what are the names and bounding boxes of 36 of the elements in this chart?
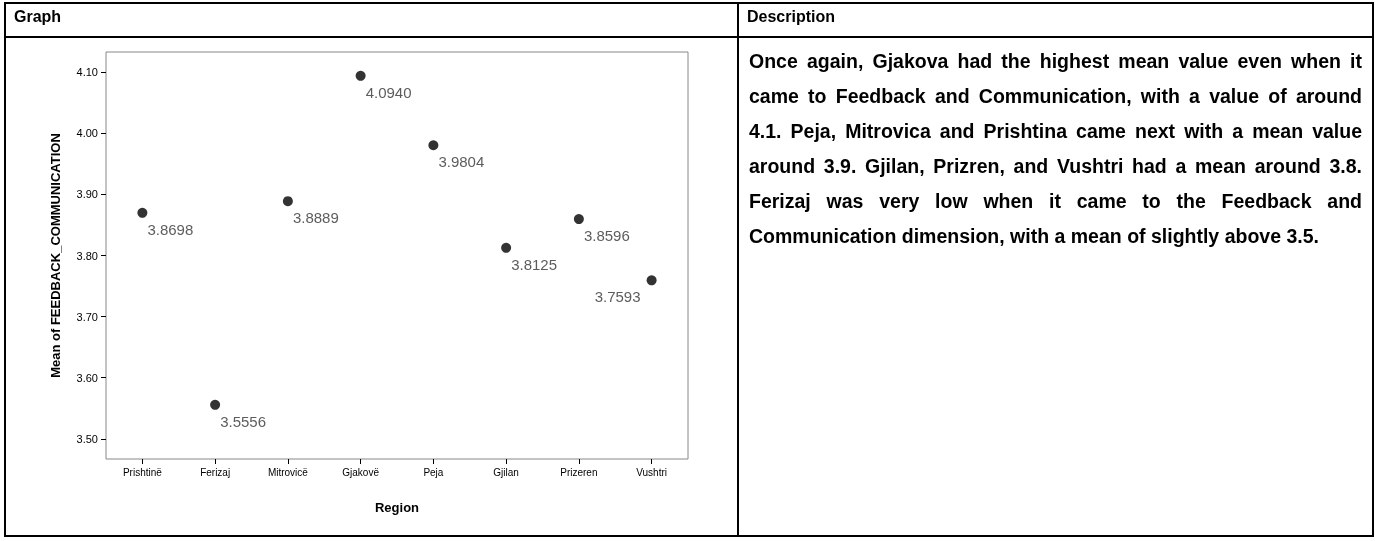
data-label: 3.8698 <box>147 220 194 238</box>
data-label: 3.9804 <box>438 153 485 171</box>
text: Once again, Gjakova had the highest mean value even when it came to Feedback and Communication, with a value of around 4.1. Peja, Mitrovica and Prishtina came next with a mean value around 3.9. Gjilan, Prizren, and Vushtri had a mean around 3.8. Ferizaj was very low when it came to the Feedback and Communication dimension, with a mean of slightly above 3.5. <box>738 37 1373 536</box>
x-tick-label: Gjilan <box>493 466 519 478</box>
point <box>646 275 657 286</box>
y-tick-label: 4.10 <box>76 66 98 79</box>
x-axis-title: Region <box>374 500 420 515</box>
point <box>355 70 366 81</box>
y-tick-label: 3.60 <box>76 371 98 384</box>
y-tick-label: 3.80 <box>76 249 98 262</box>
y-tick-label: 3.90 <box>76 188 98 201</box>
data-label: 3.8125 <box>511 255 558 273</box>
x-tick-label: Ferizaj <box>200 466 231 478</box>
point <box>428 140 439 151</box>
x-tick-label: Prizeren <box>560 466 598 478</box>
x-tick-label: Peja <box>423 466 444 478</box>
point <box>282 196 293 207</box>
x-tick-label: Gjakovë <box>342 466 380 478</box>
data-label: 3.5556 <box>220 412 267 430</box>
data-label: 4.0940 <box>365 83 412 101</box>
data-label: 3.8596 <box>583 227 630 245</box>
y-tick-label: 4.00 <box>76 127 98 140</box>
x-tick-label: Vushtri <box>636 466 668 478</box>
x-tick-label: Prishtinë <box>122 466 163 478</box>
x-tick-label: Mitrovicë <box>267 466 309 478</box>
y-axis-title: Mean of FEEDBACK_COMMUNICATION <box>48 133 63 378</box>
data-label: 3.8889 <box>292 209 339 227</box>
y-tick-label: 3.70 <box>76 310 98 323</box>
text: Graph <box>5 3 738 37</box>
y-tick-label: 3.50 <box>76 432 98 445</box>
point <box>137 207 148 218</box>
point <box>573 214 584 225</box>
data-label: 3.7593 <box>594 288 641 306</box>
point <box>501 242 512 253</box>
text: Description <box>738 3 1373 37</box>
point <box>210 399 221 410</box>
